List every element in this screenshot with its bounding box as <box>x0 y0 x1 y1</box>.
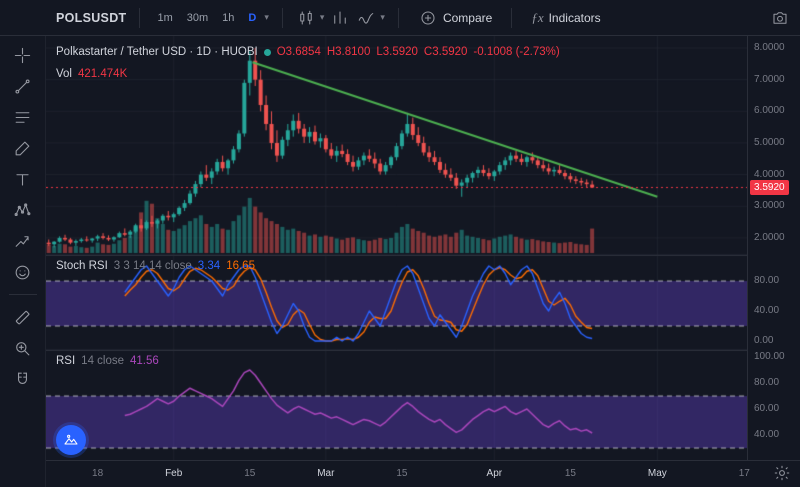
price-axis[interactable]: 8.0000 7.0000 6.0000 5.0000 4.0000 3.0000 2.00… <box>747 0 800 487</box>
time-axis-label: 15 <box>244 468 256 479</box>
drawing-tool-rail <box>0 36 46 487</box>
rsi-axis-label: 80.00 <box>754 377 780 389</box>
image-snapshot-button[interactable] <box>56 425 86 455</box>
stoch-axis-label: 40.00 <box>754 305 780 316</box>
ohlc-open: O3.6854 <box>276 46 321 58</box>
price-axis-label: 7.0000 <box>754 73 785 85</box>
symbol-name[interactable]: POLSUSDT <box>56 10 127 25</box>
price-axis-label: 3.0000 <box>754 200 785 212</box>
vol-value: 421.474K <box>78 68 128 80</box>
trendline-tool-icon[interactable] <box>8 75 38 97</box>
market-status-dot <box>263 48 271 56</box>
vol-label[interactable]: Vol <box>56 68 72 80</box>
time-axis-label: 18 <box>92 468 104 479</box>
stoch-axis-label: 80.00 <box>754 275 780 287</box>
circle-plus-icon <box>418 8 438 28</box>
time-axis-label: May <box>647 468 667 479</box>
main-legend: Polkastarter / Tether USD · 1D · HUOBI O… <box>56 46 560 58</box>
chart-canvas[interactable] <box>46 36 747 460</box>
wave-chart-chevron-icon[interactable]: ▾ <box>380 12 385 22</box>
top-toolbar: POLSUSDT 1m 30m 1h D ▾ ▾ ▾ Compare ƒx In… <box>0 0 800 36</box>
indicators-button[interactable]: ƒx Indicators <box>525 6 606 30</box>
pane-separator[interactable] <box>0 255 800 256</box>
timeframe-30m[interactable]: 30m <box>186 11 209 24</box>
time-axis-label: Apr <box>486 468 503 479</box>
chart-style-chevron-icon[interactable]: ▾ <box>319 12 325 22</box>
rsi-axis-label: 100.00 <box>754 351 785 363</box>
price-axis-label: 5.0000 <box>754 136 785 148</box>
candlestick-style-icon[interactable] <box>296 8 316 28</box>
forecast-tool-icon[interactable] <box>8 230 38 252</box>
toolbar-separator <box>397 7 399 28</box>
rsi-value: 41.56 <box>130 355 159 367</box>
compare-button[interactable]: Compare <box>412 4 498 32</box>
price-axis-label: 6.0000 <box>754 105 785 117</box>
time-axis-label: Feb <box>165 468 183 479</box>
camera-snapshot-icon[interactable] <box>770 8 790 28</box>
fib-retracement-tool-icon[interactable] <box>8 106 38 128</box>
magnet-tool-icon[interactable] <box>8 368 38 390</box>
timeframe-1m[interactable]: 1m <box>157 11 173 24</box>
price-axis-label: 4.0000 <box>754 168 785 180</box>
instrument-title[interactable]: Polkastarter / Tether USD · 1D · HUOBI <box>56 46 258 58</box>
timeframe-1h[interactable]: 1h <box>222 11 235 24</box>
stoch-name[interactable]: Stoch RSI <box>56 260 108 272</box>
ohlc-high: H3.8100 <box>326 46 371 58</box>
rsi-name[interactable]: RSI <box>56 355 76 367</box>
time-axis-label: 17 <box>738 468 750 479</box>
time-axis-label: 15 <box>396 468 408 479</box>
pane-separator[interactable] <box>0 350 800 351</box>
time-axis[interactable]: 18 Feb 15 Mar 15 Apr 15 May 17 <box>0 460 800 487</box>
rsi-params: 14 close <box>81 355 125 367</box>
stoch-rsi-legend: Stoch RSI 3 3 14 14 close 3.34 16.65 <box>56 260 255 272</box>
ohlc-low: L3.5920 <box>376 46 418 58</box>
stoch-axis-label: 0.00 <box>754 335 774 346</box>
rail-separator <box>8 294 37 295</box>
compare-label: Compare <box>442 10 493 25</box>
fx-icon: ƒx <box>531 9 544 25</box>
time-axis-label: 15 <box>564 468 576 479</box>
price-axis-label: 8.0000 <box>754 42 785 54</box>
emoji-tool-icon[interactable] <box>8 261 38 283</box>
volume-legend: Vol 421.474K <box>56 68 127 80</box>
zoom-tool-icon[interactable] <box>8 337 38 359</box>
brush-tool-icon[interactable] <box>8 137 38 159</box>
ohlc-close: C3.5920 <box>423 46 468 58</box>
stoch-params: 3 3 14 14 close <box>113 260 192 272</box>
bar-chart-icon[interactable] <box>330 8 350 28</box>
time-axis-label: Mar <box>317 468 335 479</box>
rsi-axis-label: 60.00 <box>754 403 780 415</box>
toolbar-separator <box>281 7 283 28</box>
wave-chart-icon[interactable] <box>356 8 376 28</box>
price-change: -0.1008 (-2.73%) <box>473 46 560 58</box>
timeframe-1d[interactable]: D <box>248 11 257 24</box>
text-tool-icon[interactable] <box>8 168 38 190</box>
stoch-k-value: 3.34 <box>197 260 221 272</box>
mountain-image-icon <box>64 434 78 445</box>
crosshair-tool-icon[interactable] <box>8 44 38 66</box>
xabcd-pattern-tool-icon[interactable] <box>8 199 38 221</box>
rsi-legend: RSI 14 close 41.56 <box>56 355 159 367</box>
toolbar-separator <box>511 7 513 28</box>
ruler-tool-icon[interactable] <box>8 306 38 328</box>
timezone-settings-gear-icon[interactable] <box>772 463 792 483</box>
timeframe-chevron-icon[interactable]: ▾ <box>264 12 269 22</box>
price-axis-label: 2.0000 <box>754 231 785 243</box>
toolbar-separator <box>139 7 141 28</box>
rsi-axis-label: 40.00 <box>754 429 780 441</box>
indicators-label: Indicators <box>548 10 601 25</box>
stoch-d-value: 16.65 <box>226 260 255 272</box>
last-price-badge: 3.5920 <box>750 179 789 195</box>
